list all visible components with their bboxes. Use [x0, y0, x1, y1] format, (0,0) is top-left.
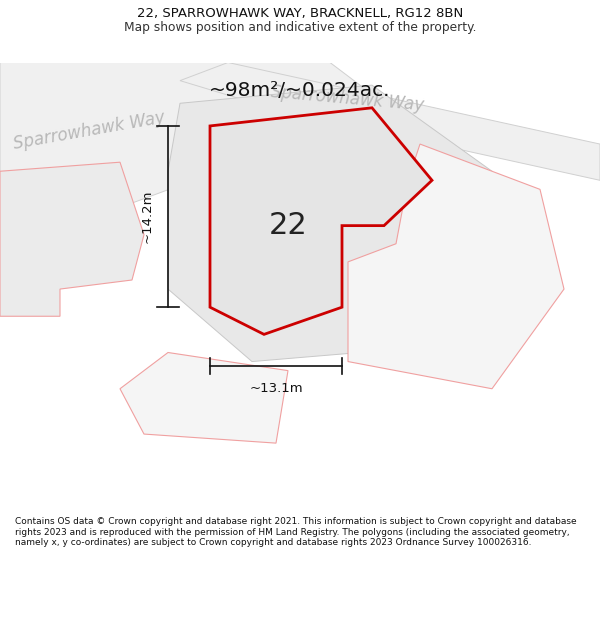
Text: ~98m²/~0.024ac.: ~98m²/~0.024ac. [209, 81, 391, 99]
Text: 22: 22 [269, 211, 307, 240]
Text: Sparrowhawk Way: Sparrowhawk Way [270, 83, 425, 114]
Text: 22, SPARROWHAWK WAY, BRACKNELL, RG12 8BN: 22, SPARROWHAWK WAY, BRACKNELL, RG12 8BN [137, 8, 463, 21]
Polygon shape [120, 352, 288, 443]
Polygon shape [348, 144, 564, 389]
Polygon shape [180, 62, 600, 180]
Text: Map shows position and indicative extent of the property.: Map shows position and indicative extent… [124, 21, 476, 34]
Polygon shape [210, 107, 432, 334]
Polygon shape [168, 85, 492, 361]
Text: ~14.2m: ~14.2m [140, 190, 154, 243]
Text: Sparrowhawk Way: Sparrowhawk Way [12, 108, 167, 152]
Text: Contains OS data © Crown copyright and database right 2021. This information is : Contains OS data © Crown copyright and d… [15, 518, 577, 548]
Text: ~13.1m: ~13.1m [249, 382, 303, 395]
Polygon shape [0, 162, 144, 316]
Polygon shape [0, 62, 390, 208]
